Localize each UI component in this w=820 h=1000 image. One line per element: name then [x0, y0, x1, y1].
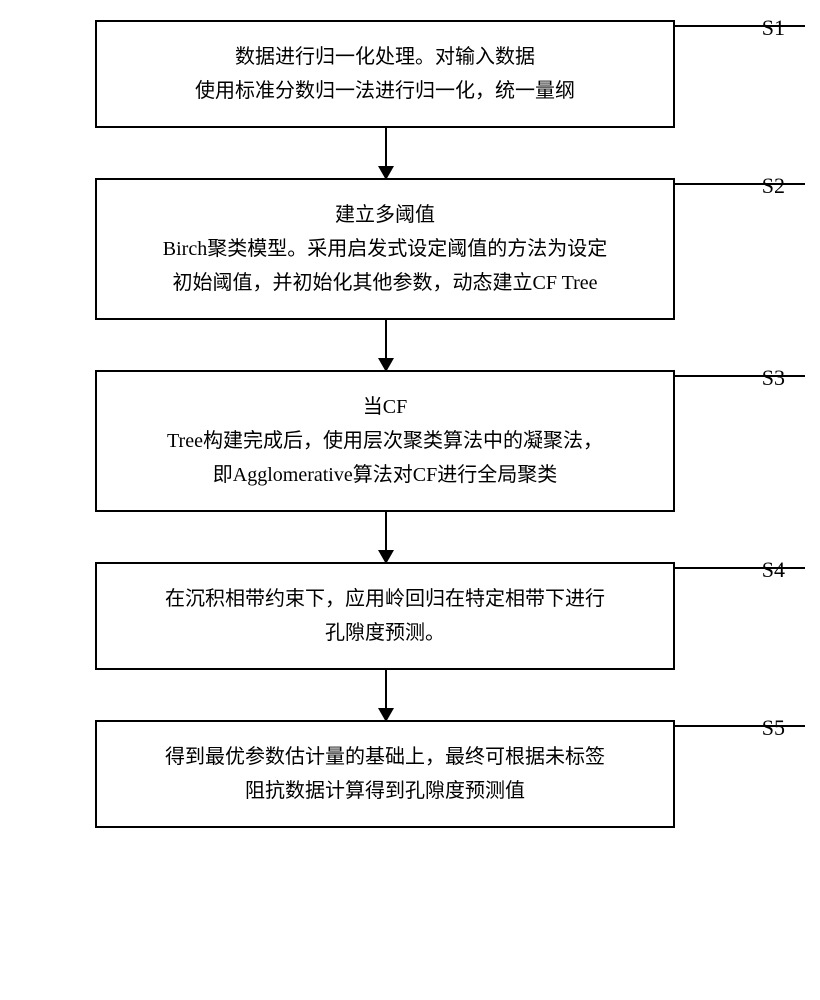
step-5-line-2: 阻抗数据计算得到孔隙度预测值: [117, 774, 653, 808]
step-1-container: 数据进行归一化处理。对输入数据 使用标准分数归一法进行归一化，统一量纲 S1: [20, 20, 800, 128]
step-5-connector: [675, 725, 805, 727]
step-2-box: 建立多阈值 Birch聚类模型。采用启发式设定阈值的方法为设定 初始阈值，并初始…: [95, 178, 675, 320]
arrow-2-3: [385, 320, 387, 370]
step-1-line-2: 使用标准分数归一法进行归一化，统一量纲: [117, 74, 653, 108]
step-5-label: S5: [762, 715, 785, 741]
step-2-line-2: Birch聚类模型。采用启发式设定阈值的方法为设定: [117, 232, 653, 266]
step-4-label: S4: [762, 557, 785, 583]
step-2-connector: [675, 183, 805, 185]
step-2-line-1: 建立多阈值: [117, 198, 653, 232]
flowchart-container: 数据进行归一化处理。对输入数据 使用标准分数归一法进行归一化，统一量纲 S1 建…: [20, 20, 800, 828]
step-5-line-1: 得到最优参数估计量的基础上，最终可根据未标签: [117, 740, 653, 774]
step-5-container: 得到最优参数估计量的基础上，最终可根据未标签 阻抗数据计算得到孔隙度预测值 S5: [20, 720, 800, 828]
step-3-line-3: 即Agglomerative算法对CF进行全局聚类: [117, 458, 653, 492]
step-3-connector: [675, 375, 805, 377]
step-2-container: 建立多阈值 Birch聚类模型。采用启发式设定阈值的方法为设定 初始阈值，并初始…: [20, 178, 800, 320]
step-3-container: 当CF Tree构建完成后，使用层次聚类算法中的凝聚法， 即Agglomerat…: [20, 370, 800, 512]
step-4-container: 在沉积相带约束下，应用岭回归在特定相带下进行 孔隙度预测。 S4: [20, 562, 800, 670]
step-4-connector: [675, 567, 805, 569]
step-2-label: S2: [762, 173, 785, 199]
step-1-label: S1: [762, 15, 785, 41]
step-1-line-1: 数据进行归一化处理。对输入数据: [117, 40, 653, 74]
arrow-4-5: [385, 670, 387, 720]
step-5-box: 得到最优参数估计量的基础上，最终可根据未标签 阻抗数据计算得到孔隙度预测值: [95, 720, 675, 828]
step-3-box: 当CF Tree构建完成后，使用层次聚类算法中的凝聚法， 即Agglomerat…: [95, 370, 675, 512]
step-4-line-1: 在沉积相带约束下，应用岭回归在特定相带下进行: [117, 582, 653, 616]
step-2-line-3: 初始阈值，并初始化其他参数，动态建立CF Tree: [117, 266, 653, 300]
step-1-box: 数据进行归一化处理。对输入数据 使用标准分数归一法进行归一化，统一量纲: [95, 20, 675, 128]
step-3-line-2: Tree构建完成后，使用层次聚类算法中的凝聚法，: [117, 424, 653, 458]
arrow-3-4: [385, 512, 387, 562]
arrow-1-2: [385, 128, 387, 178]
step-1-connector: [675, 25, 805, 27]
step-4-box: 在沉积相带约束下，应用岭回归在特定相带下进行 孔隙度预测。: [95, 562, 675, 670]
step-4-line-2: 孔隙度预测。: [117, 616, 653, 650]
step-3-line-1: 当CF: [117, 390, 653, 424]
step-3-label: S3: [762, 365, 785, 391]
